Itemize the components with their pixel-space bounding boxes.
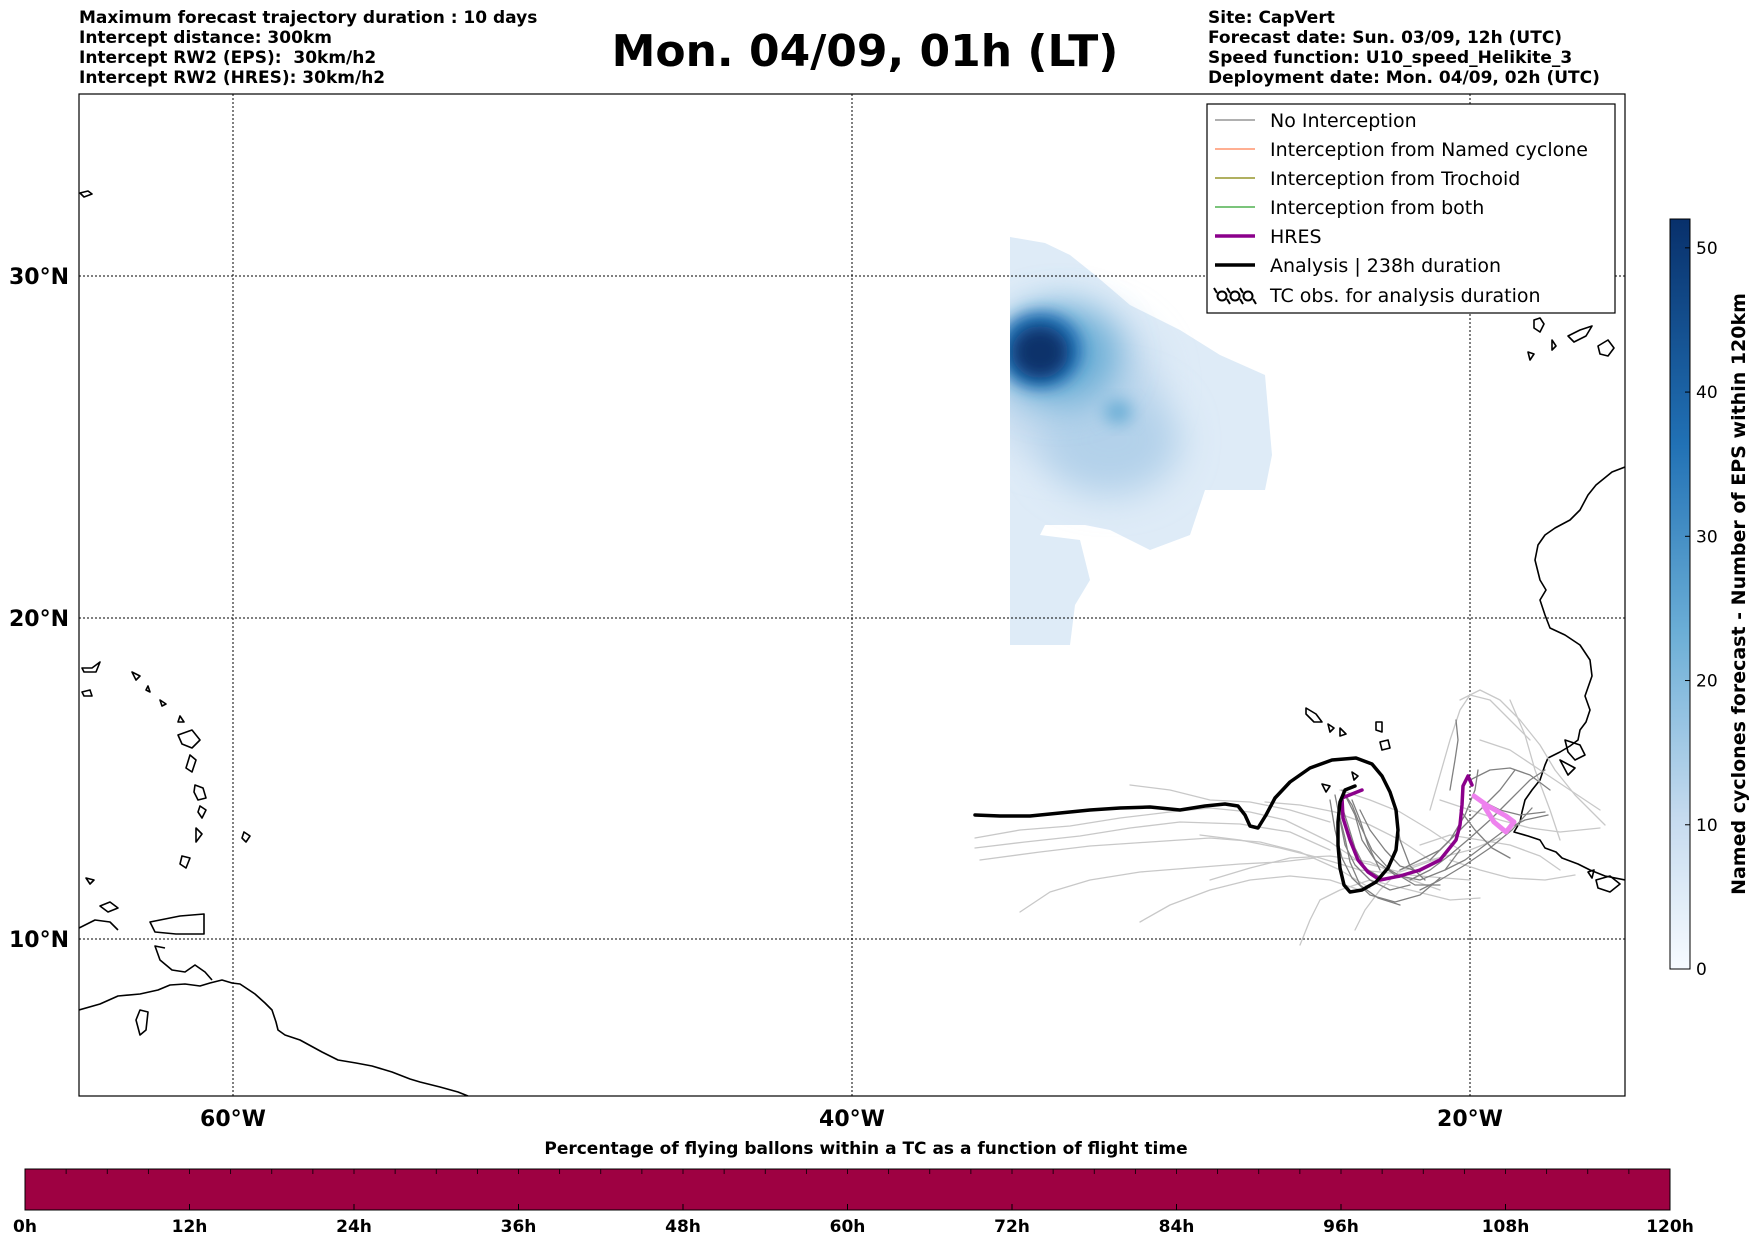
header-info-left: Maximum forecast trajectory duration : 1… [79, 8, 537, 88]
flight-time-bar-tick-label: 84h [1159, 1217, 1195, 1237]
flight-time-bar-tick-label: 24h [336, 1217, 372, 1237]
header-right-line: Forecast date: Sun. 03/09, 12h (UTC) [1208, 28, 1563, 48]
legend-label: HRES [1270, 226, 1322, 248]
lon-label-20w: 20°W [1437, 1107, 1503, 1132]
lat-label-10: 10°N [9, 928, 69, 953]
flight-time-bar-tick-label: 108h [1482, 1217, 1530, 1237]
tc-density-field [1010, 237, 1272, 645]
flight-time-bar: Percentage of flying ballons within a TC… [13, 1139, 1694, 1237]
header-left-line: Intercept distance: 300km [79, 28, 332, 48]
header-right-line: Speed function: U10_speed_Helikite_3 [1208, 48, 1573, 68]
header-info-right: Site: CapVert Forecast date: Sun. 03/09,… [1208, 8, 1600, 88]
flight-time-bar-tick-label: 72h [994, 1217, 1030, 1237]
hres-trajectory-segment [1471, 793, 1517, 835]
flight-time-bar-tick-label: 36h [501, 1217, 537, 1237]
flight-time-bar-tick-label: 0h [13, 1217, 37, 1237]
coastlines [79, 190, 1625, 1096]
colorbar-tick-label: 0 [1696, 960, 1707, 980]
legend-label: Interception from Named cyclone [1270, 139, 1588, 161]
legend-entry: No Interception [1215, 110, 1417, 132]
flight-time-bar-tick-label: 96h [1323, 1217, 1359, 1237]
legend-entry: TC obs. for analysis duration [1213, 285, 1541, 307]
colorbar-label: Named cyclones forecast - Number of EPS … [1728, 293, 1750, 895]
trajectories [973, 689, 1606, 946]
flight-time-bar-tick-label: 48h [665, 1217, 701, 1237]
header-right-line: Site: CapVert [1208, 8, 1335, 28]
lon-label-60w: 60°W [200, 1107, 266, 1132]
flight-time-bar-tick-label: 60h [830, 1217, 866, 1237]
legend-label: Interception from Trochoid [1270, 168, 1520, 190]
legend-entry: Interception from Trochoid [1215, 168, 1520, 190]
colorbar-gradient [1669, 218, 1691, 970]
header-right-line: Deployment date: Mon. 04/09, 02h (UTC) [1208, 68, 1600, 88]
header-left-line: Maximum forecast trajectory duration : 1… [79, 8, 538, 28]
lon-label-40w: 40°W [819, 1107, 885, 1132]
colorbar-tick-label: 40 [1696, 383, 1718, 403]
colorbar-tick-label: 10 [1696, 816, 1718, 836]
legend-entry: HRES [1215, 226, 1322, 248]
legend-label: Analysis | 238h duration [1270, 255, 1501, 277]
density-colorbar: 0 10 20 30 40 50 Named cyclones forecast - Nu… [1669, 218, 1750, 980]
legend-entry: Interception from Named cyclone [1215, 139, 1588, 161]
colorbar-tick-label: 50 [1696, 239, 1718, 259]
lat-label-20: 20°N [9, 607, 69, 632]
legend-label: TC obs. for analysis duration [1269, 285, 1541, 307]
flight-time-bar-tick-label: 120h [1646, 1217, 1694, 1237]
colorbar-tick-label: 20 [1696, 672, 1718, 692]
legend-label: Interception from both [1270, 197, 1484, 219]
colorbar-tick-label: 30 [1696, 527, 1718, 547]
colorbar-ticks: 0 10 20 30 40 50 [1685, 239, 1718, 980]
legend-entry: Analysis | 238h duration [1215, 255, 1501, 277]
flight-time-bar-tick-label: 12h [172, 1217, 208, 1237]
cyclone-symbol-icon [1213, 287, 1257, 305]
hres-trajectory [1340, 774, 1474, 882]
analysis-trajectory [973, 756, 1400, 894]
flight-time-bar-ticks: 0h 12h 24h 36h 48h 60h 72h 84h 96h 108h 120h [13, 1204, 1694, 1237]
flight-time-bar-fill [24, 1168, 1671, 1211]
legend-entry: Interception from both [1215, 197, 1484, 219]
flight-time-bar-minor-ticks [65, 1169, 1630, 1174]
flight-time-bar-title: Percentage of flying ballons within a TC… [544, 1139, 1187, 1159]
legend-box [1206, 103, 1616, 314]
map-legend: No Interception Interception from Named … [1206, 103, 1616, 314]
page-title: Mon. 04/09, 01h (LT) [611, 26, 1119, 77]
header-left-line: Intercept RW2 (HRES): 30km/h2 [79, 68, 386, 88]
legend-label: No Interception [1270, 110, 1417, 132]
header-left-line: Intercept RW2 (EPS): 30km/h2 [79, 48, 377, 68]
lat-label-30: 30°N [9, 265, 69, 290]
map-frame [78, 93, 1626, 1097]
